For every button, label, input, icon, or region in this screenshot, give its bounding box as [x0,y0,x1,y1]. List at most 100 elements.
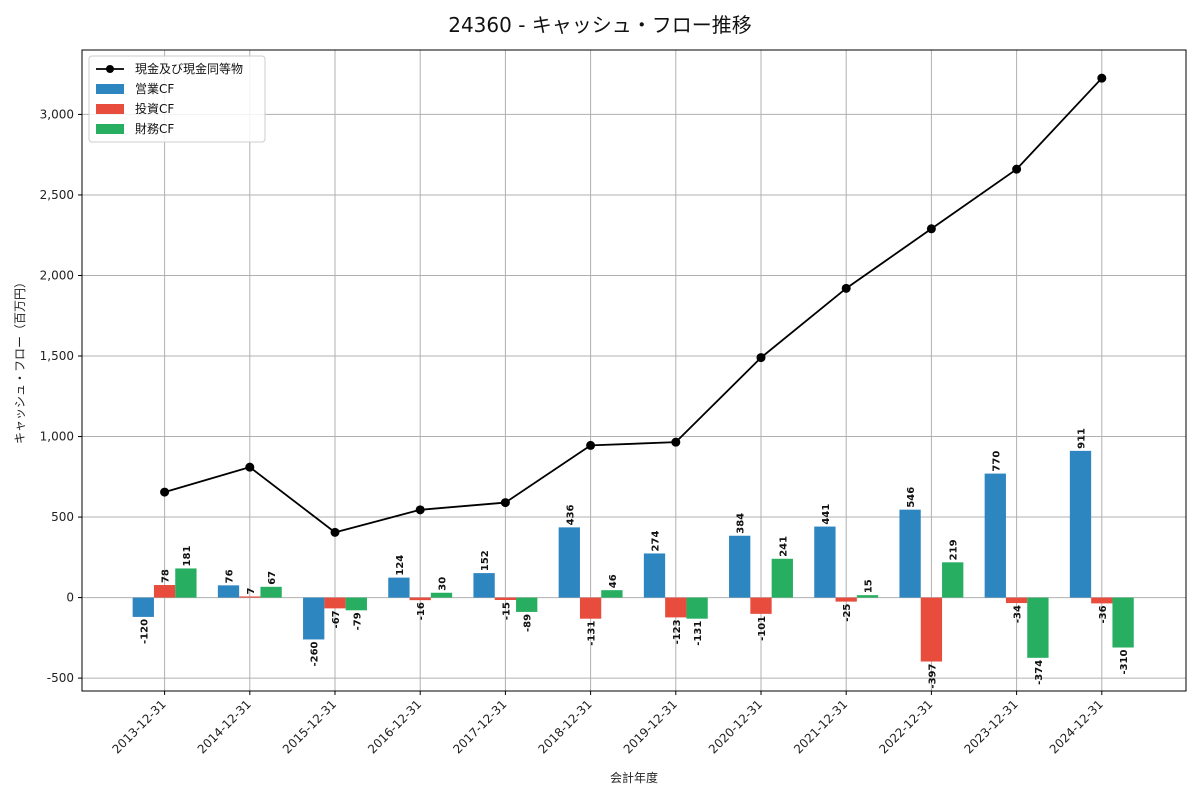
bar-value-label: 274 [651,531,662,552]
cash-line-point [500,498,510,508]
grid-lines [82,50,1186,691]
cash-line-point [415,505,425,515]
bar [324,597,346,609]
cash-line-point [671,437,681,447]
y-tick-label: 500 [51,510,74,524]
bar [920,597,943,662]
y-tick-label: 1,000 [40,430,74,444]
bar-value-label: -25 [842,604,853,622]
bar-value-label: -67 [331,610,342,628]
bar-value-label: -123 [672,619,683,644]
bar [260,586,282,598]
x-tick-label: 2014-12-31 [195,697,254,756]
cash-line-point [926,224,936,234]
cash-line-point [841,283,851,293]
x-tick-label: 2018-12-31 [536,697,595,756]
y-tick-label: 2,000 [40,268,74,282]
x-tick-label: 2015-12-31 [280,697,339,756]
bar-value-label: -374 [1034,660,1045,685]
bar-value-label: 152 [480,550,491,571]
cash-line-point [1012,164,1022,174]
bar-value-label: -36 [1098,605,1109,623]
x-tick-label: 2020-12-31 [706,697,765,756]
bar [153,585,176,598]
bar [558,527,580,598]
bar-value-label: 78 [161,569,172,583]
x-axis-label: 会計年度 [610,770,658,785]
bar [430,592,453,598]
y-tick-label: 0 [66,591,74,605]
cash-line [160,73,1107,537]
bar-value-label: 181 [182,546,193,567]
bar [899,509,921,598]
bar [1112,597,1134,648]
bar [984,473,1006,598]
bar-value-label: 67 [267,571,278,585]
x-tick-label: 2017-12-31 [450,697,509,756]
bar-value-label: 219 [949,539,960,560]
y-tick-label: 3,000 [40,107,74,121]
x-tick-label: 2016-12-31 [365,697,424,756]
legend-bar-swatch [96,84,124,94]
bar [771,558,793,598]
bar-value-label: 241 [778,536,789,557]
bar [601,590,623,598]
bar [1005,597,1028,604]
cash-line-point [160,487,170,497]
bar-value-label: -120 [139,619,150,644]
bar-value-label: 30 [438,577,449,591]
bar [729,535,751,598]
legend-entry: 営業CF [135,82,174,96]
bar [686,597,708,619]
x-tick-label: 2022-12-31 [876,697,935,756]
x-tick-label: 2021-12-31 [791,697,850,756]
bar-value-label: 546 [906,487,917,508]
bar [239,596,261,598]
bar-value-label: -16 [416,602,427,620]
x-tick-label: 2019-12-31 [621,697,680,756]
bar-value-label: 441 [821,504,832,525]
legend-bar-swatch [96,124,124,134]
legend-entry: 現金及び現金同等物 [135,61,243,76]
bar-value-label: -397 [927,663,938,688]
x-tick-label: 2024-12-31 [1047,697,1106,756]
x-tick-label: 2013-12-31 [110,697,169,756]
bar [1091,597,1113,604]
legend-bar-swatch [96,104,124,114]
cash-line-point [586,440,596,450]
legend-entry: 財務CF [135,121,174,136]
bar-value-label: -89 [523,614,534,632]
y-axis-label: キャッシュ・フロー（百万円） [13,276,27,444]
bar [643,553,666,598]
y-tick-label: 1,500 [40,349,74,363]
bar-value-label: 436 [565,504,576,525]
bar [1027,597,1049,658]
y-tick-label: -500 [47,671,74,685]
bar-value-label: 770 [991,451,1002,472]
bar [1069,450,1092,598]
bar [942,562,964,598]
bar-value-label: -15 [501,602,512,620]
bar [494,597,517,601]
cash-line-path [164,77,1103,534]
legend-entry: 投資CF [135,101,174,116]
cash-line-point [245,462,255,472]
bar-value-label: -79 [352,612,363,630]
bar [303,597,325,640]
bar [132,597,154,617]
bar [409,597,431,601]
legend-box [88,55,266,143]
bar [516,597,538,612]
bar-value-label: 384 [736,513,747,534]
bar [579,597,602,619]
bar-value-label: -131 [587,621,598,646]
cash-line-point [756,353,766,363]
cash-line-point [1097,73,1107,83]
plot-frame [81,49,1187,692]
chart-title: 24360 - キャッシュ・フロー推移 [448,13,752,37]
bar-value-label: 124 [395,555,406,576]
bar [473,573,495,598]
bar [175,568,197,598]
